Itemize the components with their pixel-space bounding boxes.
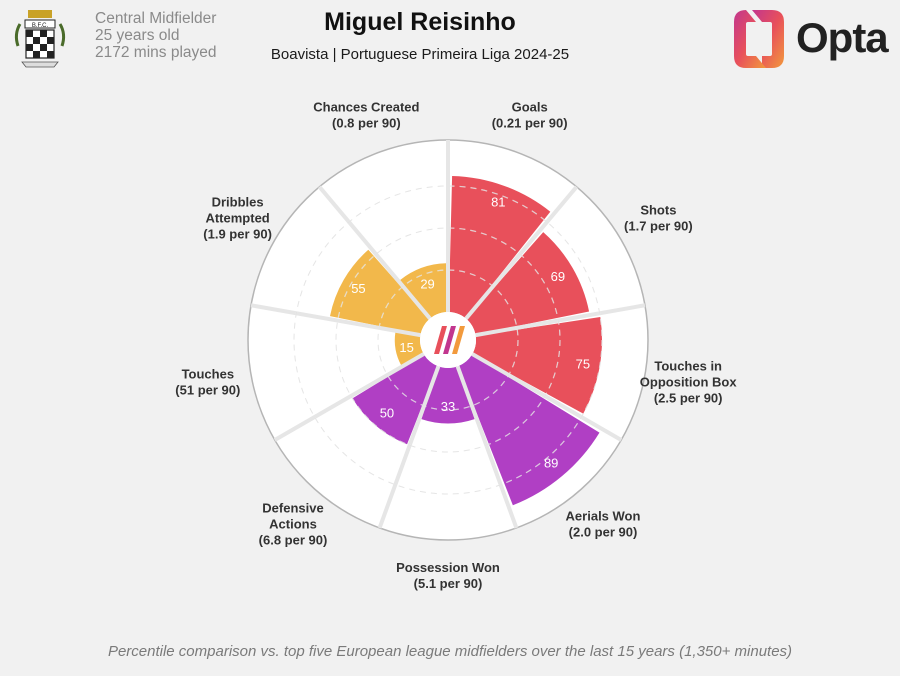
radar-spoke xyxy=(377,365,441,529)
radar-sector-chances-created xyxy=(400,263,448,319)
radar-sector-aerials-won xyxy=(458,354,600,506)
radar-grid-ring-shadow xyxy=(293,185,603,495)
radar-category-label: Aerials Won (2.0 per 90) xyxy=(566,509,641,540)
radar-value-label: 89 xyxy=(544,455,558,470)
radar-grid-ring-shadow xyxy=(377,269,519,411)
radar-value-label: 69 xyxy=(551,269,565,284)
radar-category-label: Touches in Opposition Box (2.5 per 90) xyxy=(640,358,738,405)
radar-spoke xyxy=(464,185,579,320)
radar-sector-defensive xyxy=(352,354,438,445)
radar-sector-shots xyxy=(466,232,590,335)
radar-sector-touches-in xyxy=(472,317,603,414)
radar-spoke xyxy=(250,303,421,338)
boavista-crest-logo: B.F.C. xyxy=(14,10,66,68)
radar-grid-ring-shadow xyxy=(335,227,561,453)
page-title: Miguel Reisinho xyxy=(324,8,516,36)
radar-category-label: Goals (0.21 per 90) xyxy=(492,100,568,131)
radar-spoke xyxy=(317,185,432,320)
radar-spoke xyxy=(471,352,623,442)
radar-spoke xyxy=(455,365,519,529)
player-position: Central Midfielder xyxy=(95,10,217,27)
radar-sector-dribbles xyxy=(329,249,430,335)
center-logo-icon xyxy=(420,312,476,368)
page-subtitle: Boavista | Portuguese Primeira Liga 2024… xyxy=(270,46,570,63)
radar-category-label: Possession Won (5.1 per 90) xyxy=(396,560,500,591)
radar-value-label: 81 xyxy=(491,194,505,209)
radar-spoke xyxy=(273,352,425,442)
radar-category-label: Shots (1.7 per 90) xyxy=(624,203,693,234)
radar-category-label: Chances Created (0.8 per 90) xyxy=(313,100,419,131)
crest-text: B.F.C. xyxy=(32,23,49,29)
radar-value-label: 55 xyxy=(351,281,365,296)
player-info: Central Midfielder 25 years old 2172 min… xyxy=(95,10,217,61)
opta-brand-text: Opta xyxy=(796,14,889,61)
player-minutes: 2172 mins played xyxy=(95,44,217,61)
radar-value-label: 50 xyxy=(380,405,394,420)
radar-value-label: 29 xyxy=(420,276,434,291)
footer-note: Percentile comparison vs. top five Europ… xyxy=(107,643,793,660)
radar-value-label: 15 xyxy=(399,340,413,355)
radar-sector-goals xyxy=(448,175,551,319)
radar-spoke xyxy=(475,303,646,338)
radar-value-label: 75 xyxy=(576,356,590,371)
radar-category-label: Touches (51 per 90) xyxy=(175,366,240,397)
player-age: 25 years old xyxy=(95,27,180,44)
radar-category-label: Defensive Actions (6.8 per 90) xyxy=(259,501,328,548)
radar-value-label: 33 xyxy=(441,399,455,414)
opta-logo-icon xyxy=(734,10,784,68)
radar-category-label: Dribbles Attempted (1.9 per 90) xyxy=(203,195,272,242)
